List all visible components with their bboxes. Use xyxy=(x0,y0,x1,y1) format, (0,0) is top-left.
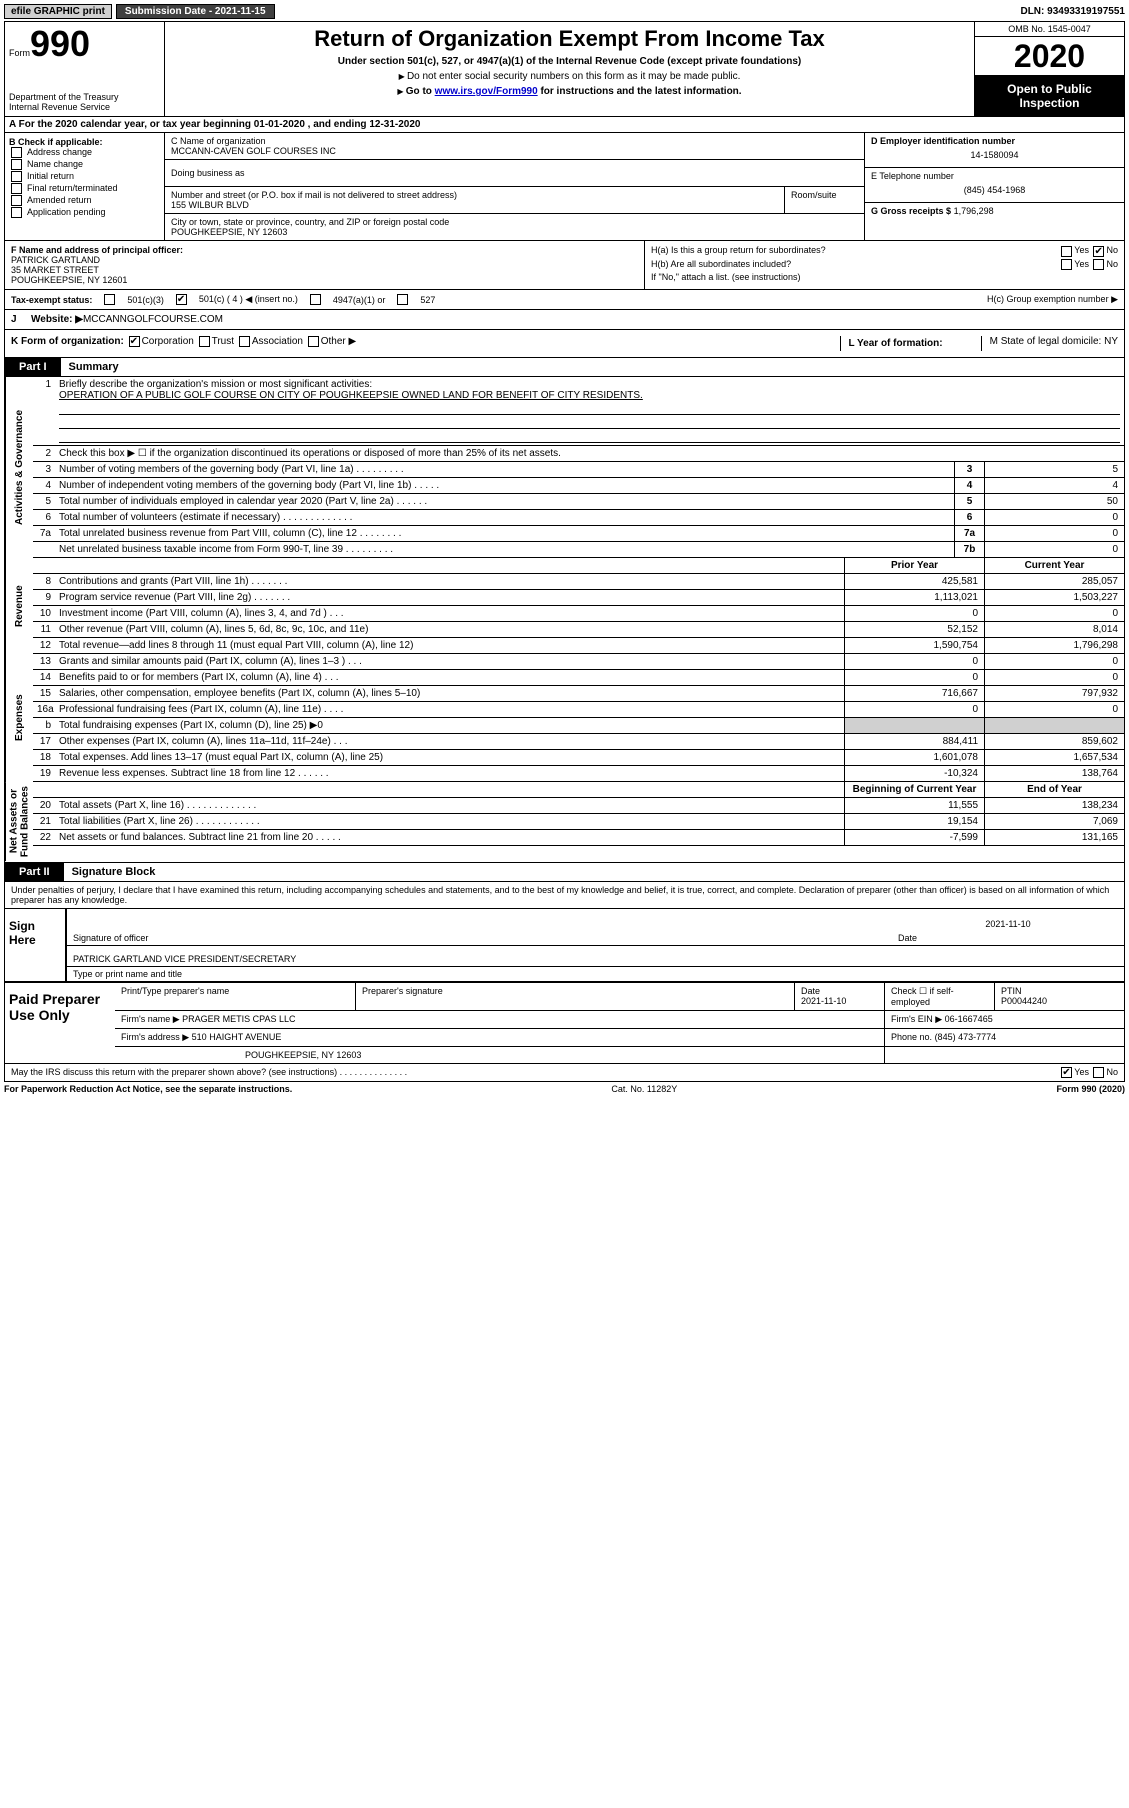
officer-addr1: 35 MARKET STREET xyxy=(11,265,638,275)
firm-addr1: 510 HAIGHT AVENUE xyxy=(192,1032,282,1042)
signature-declaration: Under penalties of perjury, I declare th… xyxy=(4,882,1125,909)
val-line7a: 0 xyxy=(984,526,1124,541)
hc-group-exemption: H(c) Group exemption number ▶ xyxy=(987,294,1118,305)
table-row: 11Other revenue (Part VIII, column (A), … xyxy=(33,622,1124,638)
val-line6: 0 xyxy=(984,510,1124,525)
table-row: 8Contributions and grants (Part VIII, li… xyxy=(33,574,1124,590)
section-net-assets: Net Assets or Fund Balances xyxy=(5,782,33,861)
table-row: 17Other expenses (Part IX, column (A), l… xyxy=(33,734,1124,750)
ein-value: 14-1580094 xyxy=(871,146,1118,164)
state-domicile: M State of legal domicile: NY xyxy=(981,336,1118,351)
submission-date-button[interactable]: Submission Date - 2021-11-15 xyxy=(116,4,275,19)
table-row: 9Program service revenue (Part VIII, lin… xyxy=(33,590,1124,606)
val-line7b: 0 xyxy=(984,542,1124,557)
omb-number: OMB No. 1545-0047 xyxy=(975,22,1124,37)
part-ii-header: Part II Signature Block xyxy=(4,863,1125,882)
form-note-1: Do not enter social security numbers on … xyxy=(169,71,970,82)
form-number: 990 xyxy=(30,23,90,64)
table-row: 15Salaries, other compensation, employee… xyxy=(33,686,1124,702)
table-row: 22Net assets or fund balances. Subtract … xyxy=(33,830,1124,846)
sign-here-label: Sign Here xyxy=(5,909,65,981)
prep-date: 2021-11-10 xyxy=(801,996,878,1006)
table-row: 14Benefits paid to or for members (Part … xyxy=(33,670,1124,686)
org-name: MCCANN-CAVEN GOLF COURSES INC xyxy=(171,146,858,156)
firm-ein: 06-1667465 xyxy=(945,1014,993,1024)
paid-preparer-label: Paid Preparer Use Only xyxy=(5,983,115,1063)
firm-addr2: POUGHKEEPSIE, NY 12603 xyxy=(115,1047,884,1063)
efile-button[interactable]: efile GRAPHIC print xyxy=(4,4,112,19)
form-header: Form990 Department of the Treasury Inter… xyxy=(4,21,1125,117)
officer-addr2: POUGHKEEPSIE, NY 12601 xyxy=(11,275,638,285)
mission-text: OPERATION OF A PUBLIC GOLF COURSE ON CIT… xyxy=(59,390,643,401)
officer-name: PATRICK GARTLAND xyxy=(11,255,638,265)
table-row: 10Investment income (Part VIII, column (… xyxy=(33,606,1124,622)
firm-phone: (845) 473-7774 xyxy=(935,1032,997,1042)
dba-label: Doing business as xyxy=(165,160,864,187)
street-address: 155 WILBUR BLVD xyxy=(171,200,778,210)
footer-cat: Cat. No. 11282Y xyxy=(611,1084,677,1094)
val-line5: 50 xyxy=(984,494,1124,509)
block-b-checkboxes: B Check if applicable: Address change Na… xyxy=(5,133,165,240)
section-activities-governance: Activities & Governance xyxy=(5,377,33,558)
org-name-label: C Name of organization xyxy=(171,136,858,146)
ptin-value: P00044240 xyxy=(1001,996,1118,1006)
dept-text: Department of the Treasury Internal Reve… xyxy=(9,92,160,112)
dln-text: DLN: 93493319197551 xyxy=(1020,6,1125,17)
table-row: 19Revenue less expenses. Subtract line 1… xyxy=(33,766,1124,782)
website-value: MCCANNGOLFCOURSE.COM xyxy=(83,314,223,325)
table-row: 16aProfessional fundraising fees (Part I… xyxy=(33,702,1124,718)
table-row: 12Total revenue—add lines 8 through 11 (… xyxy=(33,638,1124,654)
footer-paperwork: For Paperwork Reduction Act Notice, see … xyxy=(4,1084,292,1094)
table-row: 21Total liabilities (Part X, line 26) . … xyxy=(33,814,1124,830)
form-title: Return of Organization Exempt From Incom… xyxy=(169,26,970,52)
section-revenue: Revenue xyxy=(5,558,33,654)
gross-receipts-value: 1,796,298 xyxy=(954,206,994,216)
room-suite-label: Room/suite xyxy=(784,187,864,213)
val-line3: 5 xyxy=(984,462,1124,477)
part-i-header: Part I Summary xyxy=(4,358,1125,377)
officer-name-title: PATRICK GARTLAND VICE PRESIDENT/SECRETAR… xyxy=(73,954,296,964)
telephone-value: (845) 454-1968 xyxy=(871,181,1118,199)
table-row: 13Grants and similar amounts paid (Part … xyxy=(33,654,1124,670)
top-toolbar: efile GRAPHIC print Submission Date - 20… xyxy=(4,4,1125,19)
irs-link[interactable]: www.irs.gov/Form990 xyxy=(435,86,538,97)
open-public-badge: Open to Public Inspection xyxy=(975,76,1124,116)
table-row: 18Total expenses. Add lines 13–17 (must … xyxy=(33,750,1124,766)
year-formation: L Year of formation: xyxy=(840,336,951,351)
val-line4: 4 xyxy=(984,478,1124,493)
form-label: Form xyxy=(9,48,30,58)
form-note-2: Go to www.irs.gov/Form990 for instructio… xyxy=(169,86,970,97)
section-expenses: Expenses xyxy=(5,654,33,782)
signature-date: 2021-11-10 xyxy=(898,919,1118,929)
tax-year: 2020 xyxy=(975,37,1124,76)
form-subtitle: Under section 501(c), 527, or 4947(a)(1)… xyxy=(169,56,970,67)
row-a-tax-year: A For the 2020 calendar year, or tax yea… xyxy=(4,117,1125,133)
footer-form: Form 990 (2020) xyxy=(1056,1084,1125,1094)
table-row: bTotal fundraising expenses (Part IX, co… xyxy=(33,718,1124,734)
firm-name: PRAGER METIS CPAS LLC xyxy=(182,1014,295,1024)
city-state-zip: POUGHKEEPSIE, NY 12603 xyxy=(171,227,858,237)
table-row: 20Total assets (Part X, line 16) . . . .… xyxy=(33,798,1124,814)
